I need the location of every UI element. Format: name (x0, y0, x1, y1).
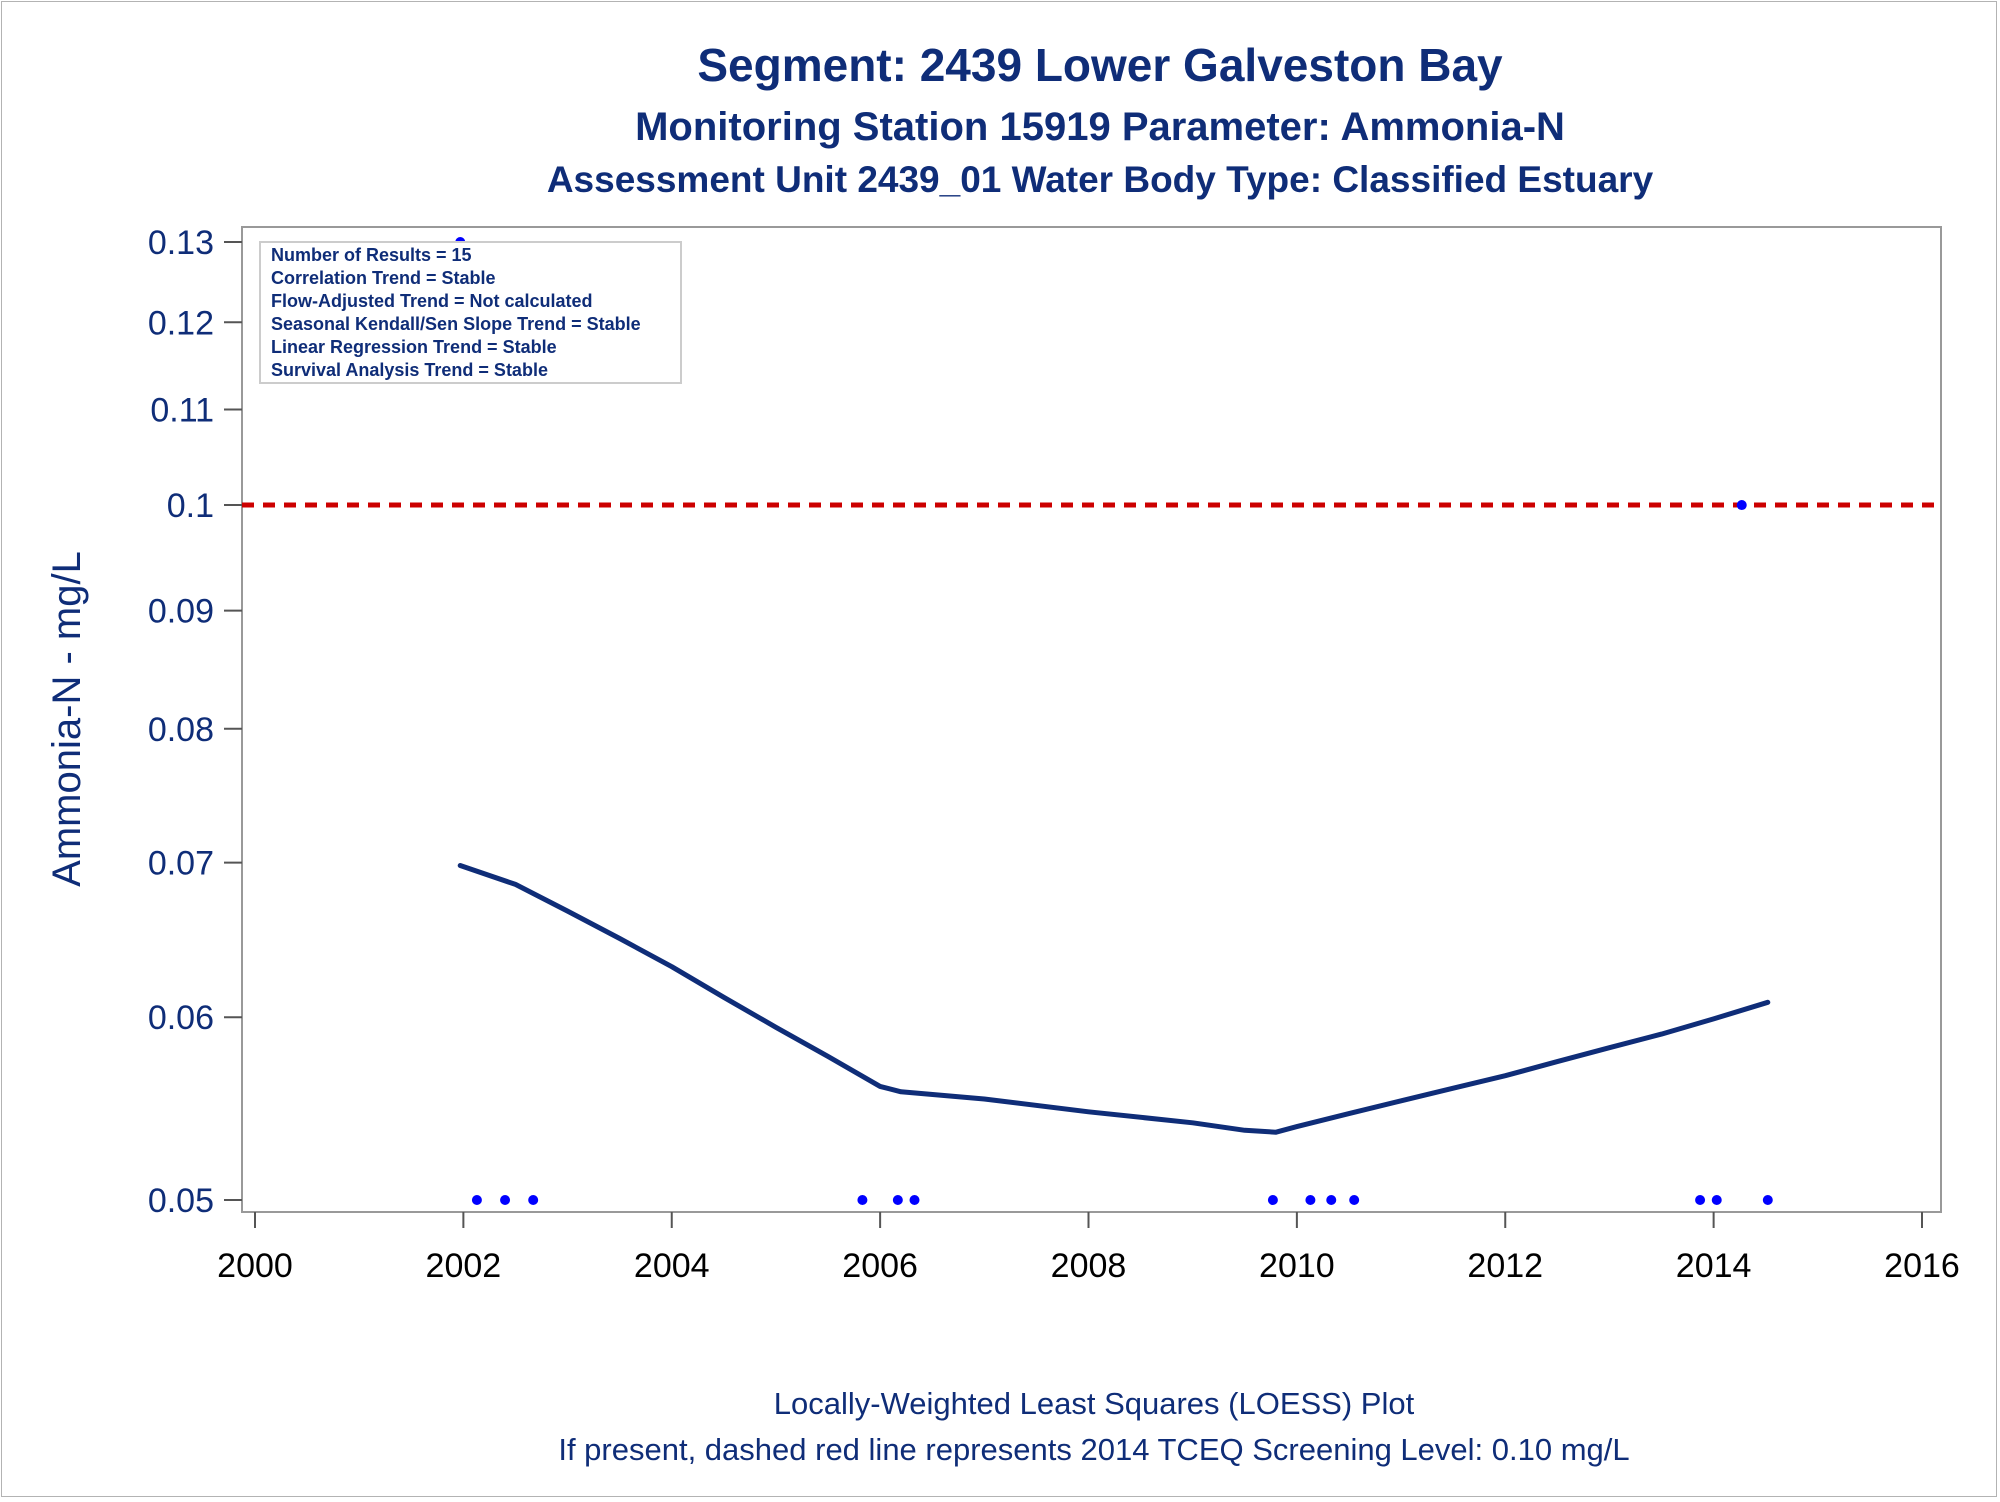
y-tick-label: 0.07 (148, 845, 214, 883)
y-tick-label: 0.09 (148, 593, 214, 631)
x-axis: 2000 2002 2004 2006 2008 2010 2012 2014 2016 (217, 1212, 1960, 1285)
y-tick-label: 0.12 (148, 304, 214, 342)
data-point (909, 1195, 920, 1205)
x-tick-label: 2004 (634, 1247, 710, 1285)
x-tick-label: 2010 (1259, 1247, 1335, 1285)
y-axis: 0.05 0.06 0.07 0.08 0.09 0.1 0.11 0.12 0.13 (148, 224, 242, 1220)
data-point (1305, 1195, 1316, 1205)
y-tick-label: 0.1 (167, 487, 214, 525)
stats-line-correlation: Correlation Trend = Stable (271, 268, 496, 288)
data-point (892, 1195, 903, 1205)
x-tick-label: 2000 (217, 1247, 293, 1285)
x-tick-label: 2006 (842, 1247, 918, 1285)
chart-title: Segment: 2439 Lower Galveston Bay (697, 39, 1503, 91)
data-point (500, 1195, 511, 1205)
stats-line-flow-adjusted: Flow-Adjusted Trend = Not calculated (271, 291, 593, 311)
footnote-loess: Locally-Weighted Least Squares (LOESS) P… (774, 1386, 1415, 1421)
x-tick-label: 2012 (1467, 1247, 1543, 1285)
x-tick-label: 2016 (1884, 1247, 1960, 1285)
stats-inset-box (259, 241, 682, 384)
x-tick-label: 2014 (1676, 1247, 1752, 1285)
x-tick-label: 2002 (426, 1247, 502, 1285)
data-point (1267, 1195, 1278, 1205)
chart-subtitle-2: Assessment Unit 2439_01 Water Body Type:… (547, 159, 1654, 200)
x-tick-label: 2008 (1051, 1247, 1127, 1285)
data-point (1711, 1195, 1722, 1205)
stats-line-seasonal-kendall: Seasonal Kendall/Sen Slope Trend = Stabl… (271, 314, 641, 334)
y-tick-label: 0.05 (148, 1182, 214, 1220)
y-tick-label: 0.13 (148, 224, 214, 262)
plot-area (241, 226, 1942, 1213)
y-tick-label: 0.11 (150, 391, 214, 429)
data-point (1736, 500, 1747, 511)
chart-subtitle: Monitoring Station 15919 Parameter: Ammo… (635, 105, 1565, 149)
stats-inset: Number of Results = 15 Correlation Trend… (259, 241, 682, 384)
data-point (857, 1195, 868, 1205)
data-point (471, 1195, 482, 1205)
y-tick-label: 0.06 (148, 999, 214, 1037)
y-axis-label: Ammonia-N - mg/L (45, 551, 89, 887)
stats-line-survival-analysis: Survival Analysis Trend = Stable (271, 360, 548, 380)
data-point (528, 1195, 539, 1205)
data-point (1349, 1195, 1360, 1205)
stats-line-results: Number of Results = 15 (271, 245, 472, 265)
footnote-screening-level: If present, dashed red line represents 2… (558, 1432, 1629, 1467)
y-tick-label: 0.08 (148, 711, 214, 749)
data-point (1695, 1195, 1706, 1205)
data-point (1326, 1195, 1337, 1205)
stats-line-linear-regression: Linear Regression Trend = Stable (271, 337, 557, 357)
data-point (1762, 1195, 1773, 1205)
loess-line (457, 863, 1771, 1135)
